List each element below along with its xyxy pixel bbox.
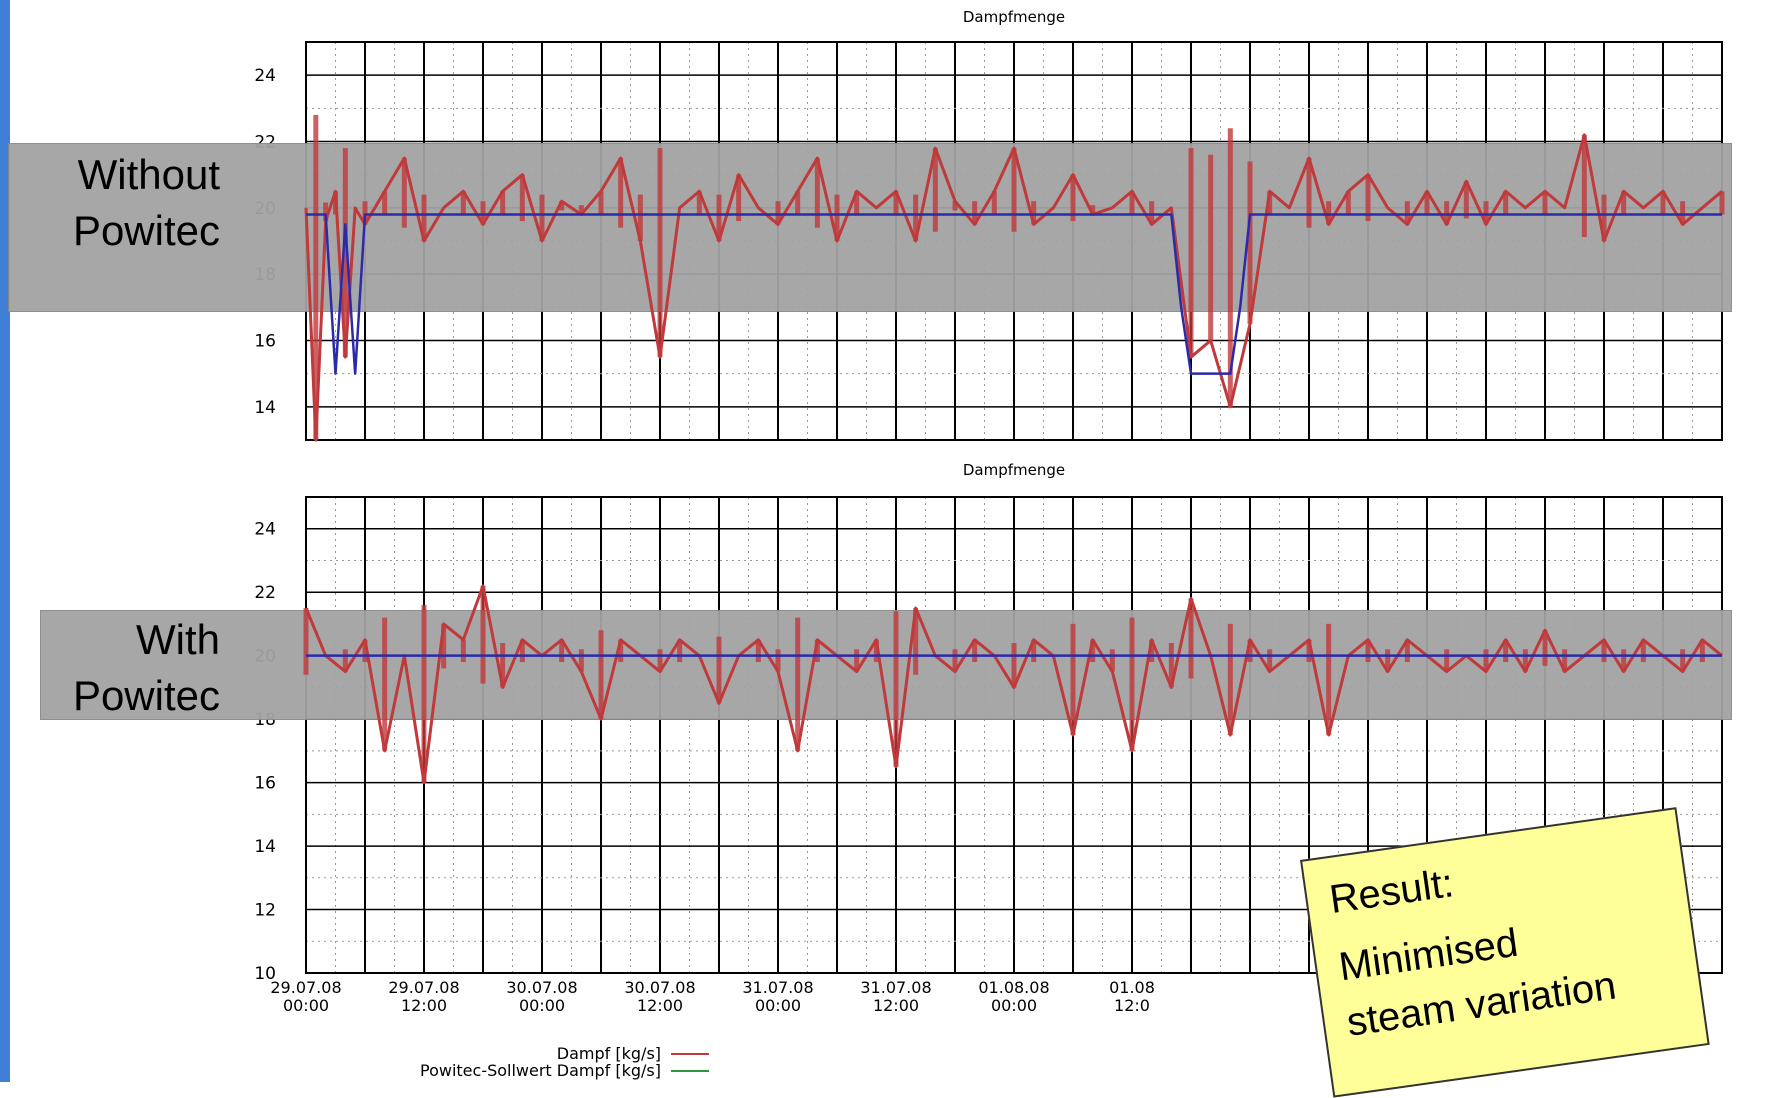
- legend-label-dampf: Dampf [kg/s]: [556, 1044, 662, 1063]
- without-powitec-label: Without Powitec: [20, 147, 220, 259]
- x-tick-label-time: 12:0: [1114, 996, 1150, 1015]
- x-tick-label-time: 12:00: [401, 996, 447, 1015]
- y-tick-label: 14: [254, 837, 276, 857]
- x-tick-label-date: 31.07.08: [742, 978, 813, 997]
- x-tick-label-time: 00:00: [991, 996, 1037, 1015]
- legend-label-setpoint: Powitec-Sollwert Dampf [kg/s]: [420, 1061, 662, 1080]
- y-tick-label: 24: [254, 520, 276, 540]
- legend-swatch-setpoint: [671, 1069, 710, 1072]
- y-tick-label: 22: [254, 583, 276, 603]
- y-tick-label: 24: [254, 66, 276, 86]
- without-powitec-label-line1: Without: [77, 151, 220, 198]
- y-tick-label: 12: [254, 901, 276, 921]
- x-tick-label-date: 31.07.08: [860, 978, 931, 997]
- legend-item-dampf: Dampf [kg/s]: [420, 1044, 710, 1063]
- y-tick-label: 16: [254, 332, 276, 352]
- without-powitec-label-line2: Powitec: [72, 207, 220, 254]
- y-tick-label: 10: [254, 964, 276, 984]
- x-tick-label-time: 00:00: [283, 996, 329, 1015]
- with-powitec-label-line1: With: [136, 616, 220, 663]
- x-tick-label-date: 29.07.08: [270, 978, 341, 997]
- x-tick-label-date: 30.07.08: [506, 978, 577, 997]
- y-tick-label: 14: [254, 398, 276, 418]
- legend: Dampf [kg/s] Powitec-Sollwert Dampf [kg/…: [420, 1044, 710, 1080]
- x-tick-label-date: 01.08.08: [978, 978, 1049, 997]
- x-tick-label-time: 00:00: [519, 996, 565, 1015]
- x-tick-label-time: 12:00: [873, 996, 919, 1015]
- legend-item-setpoint: Powitec-Sollwert Dampf [kg/s]: [420, 1061, 710, 1080]
- without-powitec-band: [8, 143, 1732, 312]
- chart-title: Dampfmenge: [963, 8, 1065, 26]
- y-tick-label: 16: [254, 774, 276, 794]
- x-tick-label-time: 12:00: [637, 996, 683, 1015]
- legend-swatch-dampf: [671, 1052, 710, 1055]
- x-tick-label-time: 00:00: [755, 996, 801, 1015]
- slide-left-edge: [0, 0, 10, 1082]
- x-tick-label-date: 01.08: [1109, 978, 1155, 997]
- with-powitec-band: [40, 610, 1732, 720]
- with-powitec-label-line2: Powitec: [72, 672, 220, 719]
- with-powitec-label: With Powitec: [20, 612, 220, 724]
- chart-title: Dampfmenge: [963, 461, 1065, 479]
- x-tick-label-date: 30.07.08: [624, 978, 695, 997]
- x-tick-label-date: 29.07.08: [388, 978, 459, 997]
